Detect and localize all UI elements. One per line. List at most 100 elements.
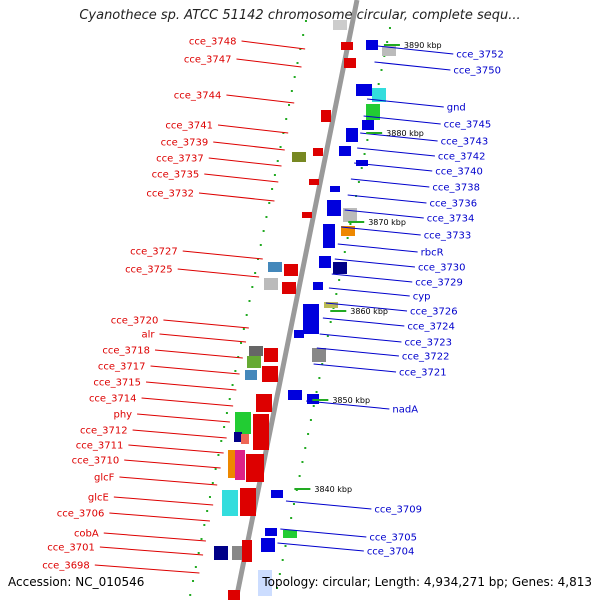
gene-feature: [341, 42, 353, 50]
gene-feature: [324, 302, 338, 308]
scale-tick-label: 3840 kbp: [314, 485, 352, 494]
track-dot: [285, 118, 288, 120]
track-dot: [298, 475, 301, 477]
gene-label-reverse: cce_3750: [453, 66, 501, 77]
track-dot: [206, 510, 209, 512]
gene-feature: [366, 40, 378, 50]
track-dot: [315, 391, 318, 393]
gene-feature: [240, 488, 256, 516]
gene-feature: [235, 412, 251, 434]
track-dot: [296, 62, 299, 64]
label-leader-forward: [141, 397, 234, 407]
gene-label-forward: cce_3698: [42, 561, 90, 572]
gene-label-forward: glcE: [88, 493, 109, 504]
track-dot: [338, 279, 341, 281]
track-dot: [284, 545, 287, 547]
gene-label-reverse: cyp: [413, 292, 431, 303]
gene-feature: [288, 390, 302, 400]
track-dot: [346, 237, 349, 239]
gene-label-forward: cce_3741: [165, 121, 213, 132]
label-leader-forward: [213, 141, 285, 151]
label-leader-reverse: [366, 98, 444, 108]
gene-feature: [356, 84, 372, 96]
gene-feature: [228, 590, 240, 600]
gene-feature: [333, 262, 347, 274]
gene-feature: [303, 304, 319, 334]
label-leader-forward: [103, 532, 206, 542]
track-dot: [293, 76, 296, 78]
gene-label-forward: cce_3712: [80, 426, 128, 437]
gene-feature: [264, 278, 278, 290]
gene-label-forward: cce_3717: [98, 362, 146, 373]
gene-feature: [245, 370, 257, 380]
gene-label-reverse: rbcR: [421, 248, 444, 259]
gene-label-forward: cce_3732: [146, 189, 194, 200]
label-leader-forward: [236, 58, 302, 68]
label-leader-lines: [94, 40, 454, 574]
track-dot: [262, 230, 265, 232]
track-dot: [321, 363, 324, 365]
gene-feature: [319, 256, 331, 268]
track-dot: [259, 244, 262, 246]
map-title: Cyanothece sp. ATCC 51142 chromosome cir…: [79, 8, 521, 23]
track-dot: [217, 454, 220, 456]
gene-feature: [262, 366, 278, 382]
gene-label-reverse: gnd: [447, 103, 466, 114]
label-leader-reverse: [341, 226, 421, 236]
label-leader-forward: [132, 429, 227, 439]
gene-label-reverse: cce_3730: [418, 263, 466, 274]
label-leader-forward: [177, 268, 260, 278]
label-leader-forward: [124, 459, 221, 469]
gene-feature: [271, 490, 283, 498]
track-dot: [208, 496, 211, 498]
track-dot: [273, 174, 276, 176]
gene-label-forward: cce_3735: [152, 170, 200, 181]
track-dot: [288, 104, 291, 106]
label-leader-reverse: [360, 132, 438, 142]
accession-text: Accession: NC_010546: [8, 575, 145, 589]
track-dot: [276, 587, 279, 589]
track-dot: [290, 90, 293, 92]
track-dot: [304, 20, 307, 22]
label-leader-forward: [109, 512, 210, 522]
gene-feature: [382, 46, 396, 56]
label-leader-reverse: [377, 45, 454, 55]
track-dot: [220, 440, 223, 442]
label-leader-forward: [226, 94, 295, 104]
track-dot: [197, 552, 200, 554]
track-dot: [281, 559, 284, 561]
label-leader-forward: [163, 319, 249, 329]
scale-tick-label: 3870 kbp: [368, 218, 406, 227]
gene-feature: [343, 208, 357, 222]
gene-feature: [246, 454, 264, 482]
track-dot: [200, 538, 203, 540]
scale-tick-label: 3880 kbp: [386, 129, 424, 138]
gene-feature: [333, 20, 347, 30]
label-leader-forward: [137, 413, 230, 423]
label-leader-reverse: [354, 162, 433, 172]
gene-feature: [321, 110, 331, 122]
label-leader-forward: [128, 444, 224, 454]
track-dot: [248, 300, 251, 302]
track-dot: [189, 594, 192, 596]
gene-label-reverse: cce_3724: [407, 322, 455, 333]
track-dot: [237, 356, 240, 358]
track-dot: [242, 328, 245, 330]
track-dot: [318, 377, 321, 379]
label-leader-forward: [241, 40, 306, 50]
gene-feature: [341, 226, 355, 236]
gene-label-forward: cce_3715: [93, 378, 141, 389]
gene-feature: [313, 282, 323, 290]
track-dot: [290, 517, 293, 519]
label-leader-forward: [217, 124, 289, 134]
track-dot: [234, 370, 237, 372]
gene-label-forward: cce_3747: [184, 55, 232, 66]
label-leader-reverse: [334, 258, 415, 268]
gene-feature: [362, 120, 374, 130]
track-dot: [265, 216, 268, 218]
label-leader-forward: [159, 333, 247, 343]
label-leader-reverse: [313, 363, 397, 373]
gene-feature: [222, 490, 238, 516]
track-dot: [329, 321, 332, 323]
label-leader-forward: [145, 381, 237, 391]
